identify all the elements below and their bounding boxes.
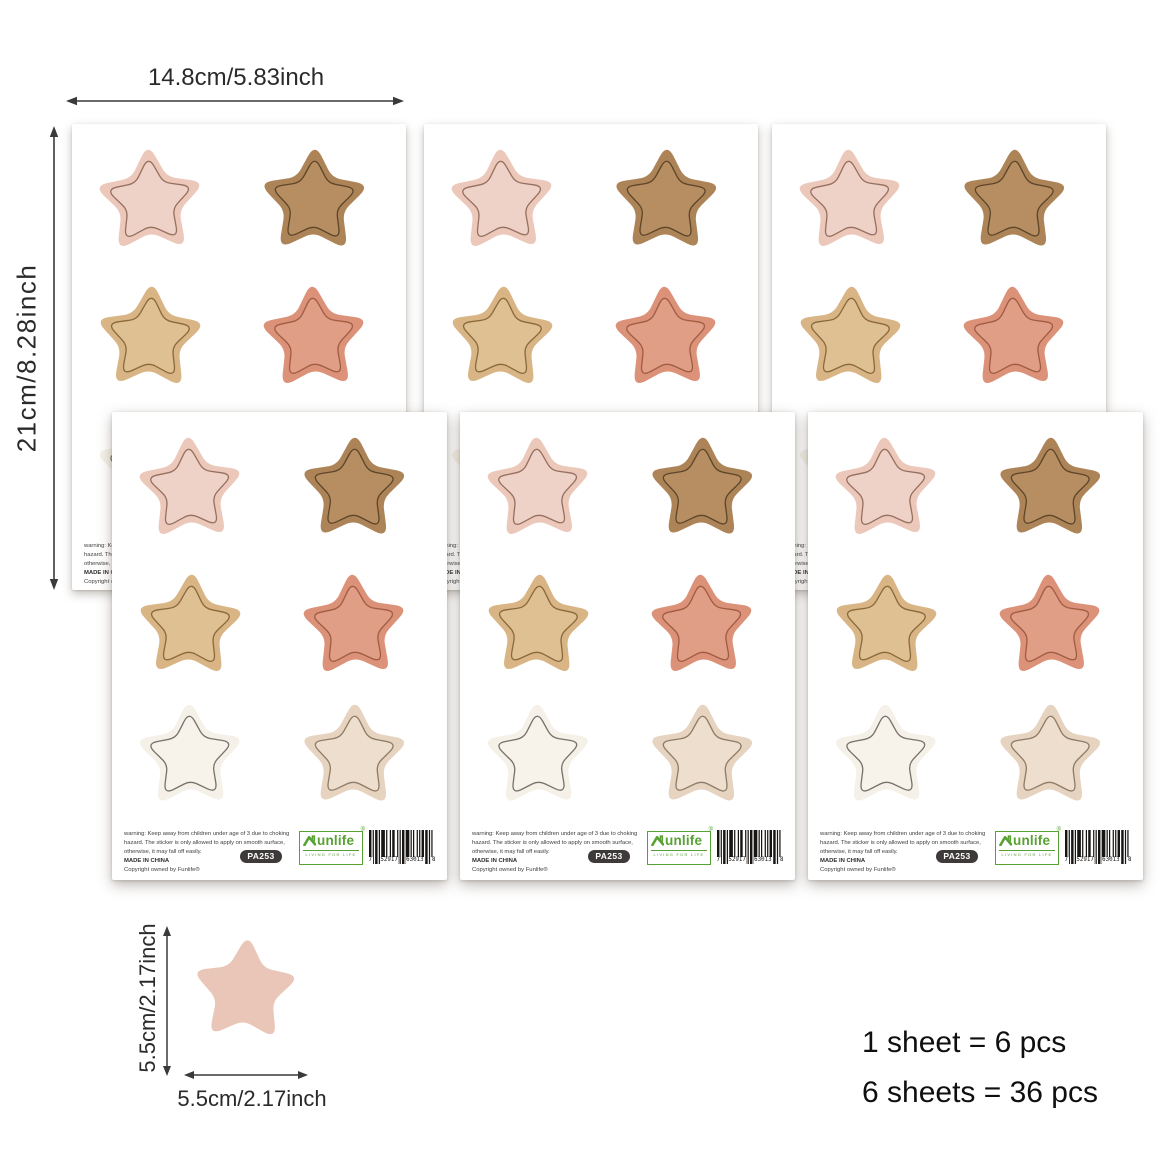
- registered-mark: ®: [360, 827, 365, 833]
- warning-text: warning: Keep away from children under a…: [820, 831, 986, 855]
- star-sticker-light-beige: [980, 687, 1120, 827]
- made-in-text: MADE IN CHINA: [436, 570, 482, 576]
- star-sticker-camel-brown: [632, 420, 772, 560]
- star-sticker-sand-tan: [432, 269, 572, 409]
- funlife-roof-icon: [303, 835, 316, 846]
- made-in-text: MADE IN CHINA: [84, 570, 130, 576]
- star-sticker-camel-brown: [980, 420, 1120, 560]
- star-grid: [808, 412, 1143, 880]
- star-height-label: 5.5cm/2.17inch: [135, 923, 160, 1073]
- star-sticker-camel-brown: [596, 132, 736, 272]
- made-in-text: MADE IN CHINA: [784, 570, 830, 576]
- star-sticker-ivory-white: [468, 687, 608, 827]
- sku-badge: PA253: [588, 850, 630, 863]
- star-width-label: 5.5cm/2.17inch: [177, 1086, 327, 1111]
- sticker-sheet-5: warning: Keep away from children under a…: [460, 412, 795, 880]
- warning-text: warning: Keep away from children under a…: [472, 831, 638, 855]
- star-sticker-light-beige: [284, 687, 424, 827]
- copyright-text: Copyright owned by Funlife®: [472, 867, 548, 873]
- pcs-summary: 1 sheet = 6 pcs 6 sheets = 36 pcs: [862, 1018, 1098, 1118]
- brand-tagline: LIVING FOR LIFE: [651, 849, 707, 857]
- funlife-logo: unlife ® LIVING FOR LIFE: [647, 827, 713, 865]
- star-sticker-light-beige: [632, 687, 772, 827]
- pcs-line-1: 1 sheet = 6 pcs: [862, 1026, 1067, 1059]
- star-grid: [112, 412, 447, 880]
- star-sticker-blush-pink: [780, 132, 920, 272]
- star-sticker-camel-brown: [244, 132, 384, 272]
- sheet-height-label: 21cm/8.28inch: [11, 263, 42, 453]
- made-in-text: MADE IN CHINA: [124, 858, 170, 864]
- barcode-bars: [1065, 830, 1129, 864]
- single-star-sticker: [177, 923, 313, 1064]
- star-sticker-blush-pink: [80, 132, 220, 272]
- registered-mark: ®: [1056, 827, 1061, 833]
- sheet-width-arrow: [66, 96, 404, 106]
- star-sticker-terracotta: [944, 269, 1084, 409]
- copyright-text: Copyright owned by Funlife®: [820, 867, 896, 873]
- star-sticker-blush-pink: [432, 132, 572, 272]
- star-sticker-terracotta: [244, 269, 384, 409]
- sticker-sheet-4: warning: Keep away from children under a…: [112, 412, 447, 880]
- star-sticker-terracotta: [596, 269, 736, 409]
- made-in-text: MADE IN CHINA: [820, 858, 866, 864]
- brand-name: unlife: [317, 833, 355, 848]
- star-sticker-ivory-white: [120, 687, 260, 827]
- copyright-text: Copyright owned by Funlife®: [124, 867, 200, 873]
- star-width-arrow: [184, 1071, 308, 1079]
- star-sticker-blush-pink: [816, 420, 956, 560]
- warning-text: warning: Keep away from children under a…: [124, 831, 290, 855]
- star-sticker-terracotta: [980, 557, 1120, 697]
- star-height-arrow: [163, 926, 171, 1076]
- star-sticker-sand-tan: [120, 557, 260, 697]
- star-sticker-terracotta: [284, 557, 424, 697]
- sheet-height-arrow: [49, 126, 59, 590]
- funlife-roof-icon: [651, 835, 664, 846]
- brand-tagline: LIVING FOR LIFE: [303, 849, 359, 857]
- funlife-roof-icon: [999, 835, 1012, 846]
- registered-mark: ®: [708, 827, 713, 833]
- sticker-sheet-6: warning: Keep away from children under a…: [808, 412, 1143, 880]
- star-sticker-sand-tan: [816, 557, 956, 697]
- barcode-bars: [369, 830, 433, 864]
- star-sticker-ivory-white: [816, 687, 956, 827]
- star-grid: [460, 412, 795, 880]
- sku-badge: PA253: [936, 850, 978, 863]
- funlife-logo: unlife ® LIVING FOR LIFE: [299, 827, 365, 865]
- star-sticker-camel-brown: [944, 132, 1084, 272]
- star-sticker-sand-tan: [80, 269, 220, 409]
- star-sticker-blush-pink: [468, 420, 608, 560]
- star-sticker-blush-pink: [120, 420, 260, 560]
- brand-name: unlife: [1013, 833, 1051, 848]
- sku-badge: PA253: [240, 850, 282, 863]
- star-sticker-sand-tan: [468, 557, 608, 697]
- pcs-line-2: 6 sheets = 36 pcs: [862, 1076, 1098, 1109]
- barcode-bars: [717, 830, 781, 864]
- brand-tagline: LIVING FOR LIFE: [999, 849, 1055, 857]
- sheet-width-label: 14.8cm/5.83inch: [147, 64, 325, 91]
- star-sticker-terracotta: [632, 557, 772, 697]
- star-sticker-sand-tan: [780, 269, 920, 409]
- funlife-logo: unlife ® LIVING FOR LIFE: [995, 827, 1061, 865]
- star-sticker-camel-brown: [284, 420, 424, 560]
- brand-name: unlife: [665, 833, 703, 848]
- made-in-text: MADE IN CHINA: [472, 858, 518, 864]
